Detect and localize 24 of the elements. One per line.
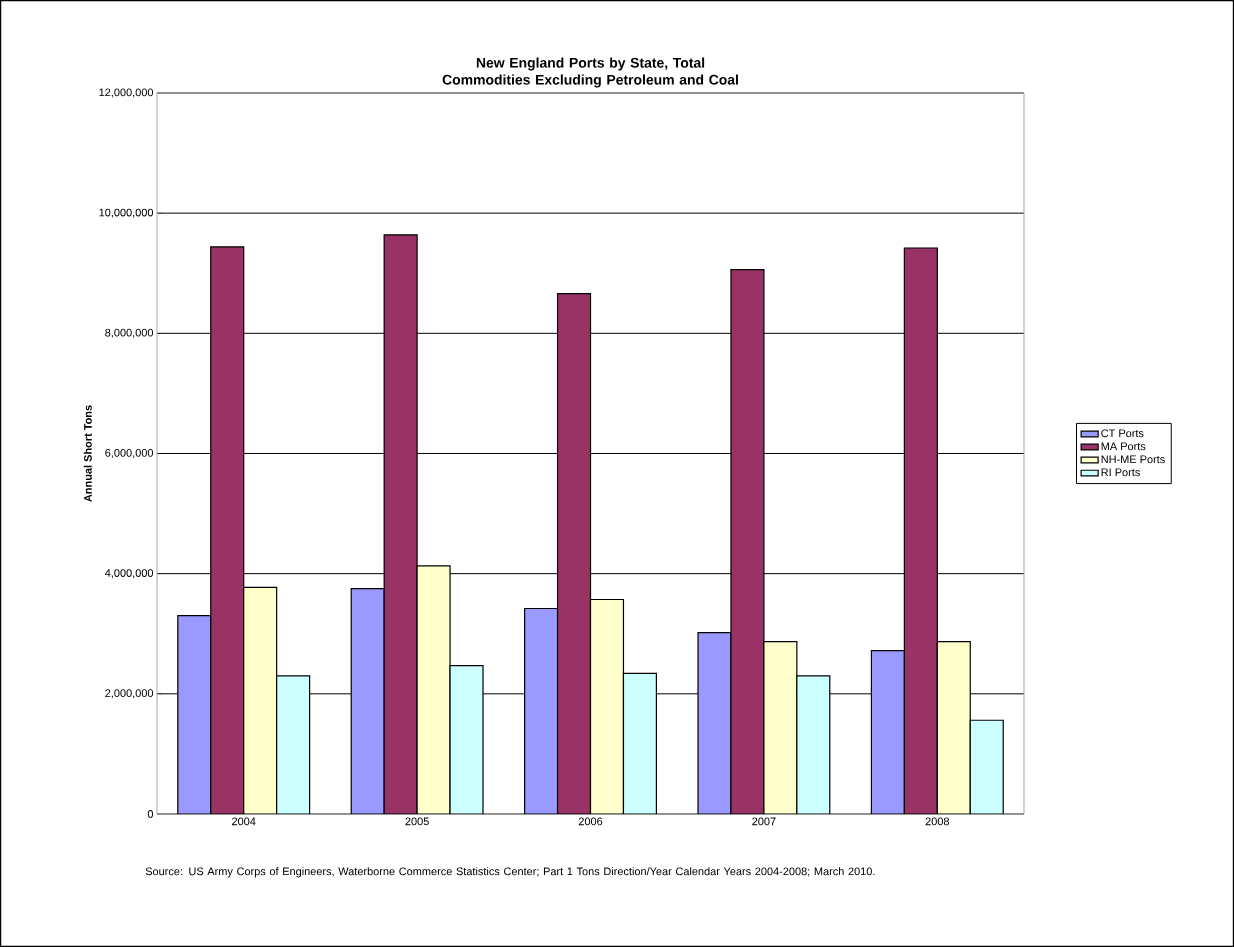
chart-title: New England Ports by State, Total Commodities Excluding Petroleum and Coal [442, 57, 738, 88]
bar [622, 672, 657, 814]
y-tick-label: 6,000,000 [105, 448, 154, 459]
legend-label: RI Ports [1101, 468, 1140, 477]
bar [969, 719, 1004, 814]
y-tick-label: 0 [147, 810, 154, 818]
legend-label: MA Ports [1101, 442, 1146, 451]
x-tick-label: 2004 [232, 817, 256, 826]
x-tick-label: 2007 [752, 817, 776, 826]
x-tick-label: 2008 [925, 817, 950, 826]
y-tick-label: 4,000,000 [104, 569, 154, 579]
x-tick-label: 2006 [578, 817, 603, 826]
legend-label: NH-ME Ports [1101, 455, 1165, 464]
y-tick-label: 10,000,000 [99, 208, 154, 218]
source-note: Source: US Army Corps of Engineers, Waterborne Commerce Statistics Center; Part 1 Tons Direction/Year Calendar Years 2004-2008; March 2010. [145, 867, 875, 878]
bar [276, 675, 311, 814]
legend-label: CT Ports [1101, 429, 1144, 438]
y-axis-title: Annual Short Tons [83, 405, 92, 502]
bar [449, 664, 484, 814]
bar [796, 675, 831, 814]
y-tick-label: 12,000,000 [99, 88, 154, 98]
x-tick-label: 2005 [405, 817, 429, 826]
y-tick-label: 2,000,000 [105, 689, 154, 699]
y-tick-label: 8,000,000 [105, 328, 154, 338]
